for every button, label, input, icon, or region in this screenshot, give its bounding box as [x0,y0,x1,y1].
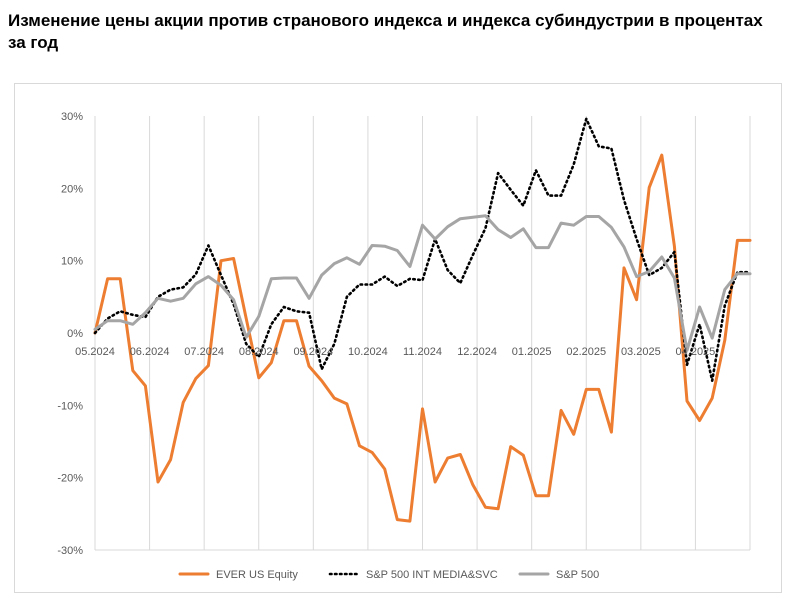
x-tick-label: 08.2024 [239,346,279,358]
legend-label-1: EVER US Equity [216,569,298,581]
series-line-2 [93,117,752,383]
series-line-1 [93,153,752,523]
series-line-3 [93,214,752,352]
y-tick-label: -30% [57,545,83,557]
x-tick-label: 06.2024 [130,346,170,358]
y-tick-label: 30% [61,111,83,123]
x-tick-label: 09.2024 [293,346,333,358]
legend: EVER US Equity S&P 500 INT MEDIA&SVC S&P 5… [178,569,599,581]
chart-frame [14,83,782,593]
series-lines [93,117,752,523]
x-tick-label: 11.2024 [403,346,442,358]
y-axis-ticks: 30% 20% 10% 0% -10% -20% -30% [57,111,83,557]
y-tick-label: -10% [57,400,83,412]
x-tick-label: 04.2025 [676,346,716,358]
x-tick-label: 10.2024 [348,346,388,358]
x-tick-label: 03.2025 [621,346,661,358]
legend-label-3: S&P 500 [556,569,599,581]
x-tick-label: 01.2025 [512,346,552,358]
x-tick-label: 07.2024 [184,346,224,358]
legend-label-2: S&P 500 INT MEDIA&SVC [366,569,498,581]
x-tick-label: 02.2025 [566,346,606,358]
x-tick-label: 12.2024 [457,346,497,358]
chart-title: Изменение цены акции против странового и… [8,11,763,52]
y-tick-label: 20% [61,183,83,195]
x-tick-label: 05.2024 [75,346,115,358]
y-tick-label: -20% [57,473,83,485]
y-tick-label: 10% [61,256,83,268]
y-tick-label: 0% [67,328,83,340]
x-axis-ticks: 05.2024 06.2024 07.2024 08.2024 09.2024 10.20… [75,346,715,358]
